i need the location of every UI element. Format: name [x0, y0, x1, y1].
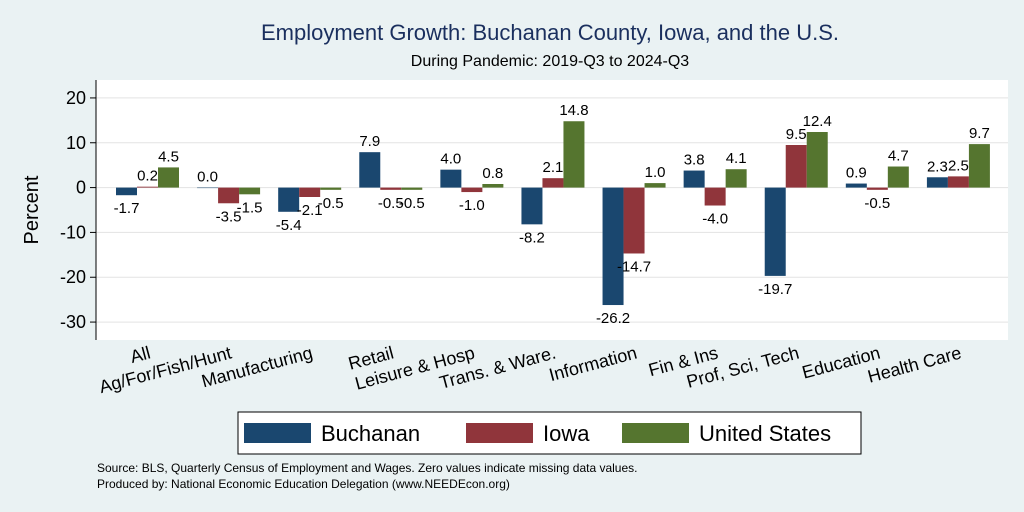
data-label: 12.4 [803, 113, 832, 130]
bar [602, 187, 624, 306]
legend-swatch [244, 423, 311, 443]
bar [683, 170, 705, 188]
bar [542, 178, 564, 188]
y-tick-label: 10 [66, 133, 86, 153]
bar [299, 187, 321, 197]
category-label: Information [547, 343, 639, 386]
y-tick-label: -10 [60, 222, 86, 242]
bar [785, 145, 807, 188]
data-label: -8.2 [519, 229, 545, 246]
data-label: 0.8 [482, 165, 503, 182]
bar [926, 177, 948, 188]
bar [158, 167, 179, 188]
y-tick-label: 20 [66, 88, 86, 108]
bar [116, 187, 137, 196]
data-label: -5.4 [276, 217, 302, 234]
bar [725, 169, 747, 188]
y-tick-label: -20 [60, 267, 86, 287]
data-label: 2.3 [927, 158, 948, 175]
data-label: 9.5 [786, 126, 807, 143]
legend-label: Buchanan [321, 421, 420, 446]
legend-label: Iowa [543, 421, 590, 446]
bar [482, 184, 504, 188]
data-label: -1.0 [459, 197, 485, 214]
bar [947, 176, 969, 188]
footnote-produced-by: Produced by: National Economic Education… [97, 477, 510, 491]
bar [380, 187, 402, 190]
bar [359, 152, 381, 188]
data-label: 4.7 [888, 148, 909, 165]
legend: Buchanan Iowa United States [244, 421, 831, 446]
bar [887, 166, 909, 188]
data-label: -1.5 [237, 199, 263, 216]
legend-box [237, 411, 862, 455]
plot-area [96, 80, 1008, 340]
y-axis-label: Percent [21, 175, 43, 244]
legend-label: United States [699, 421, 831, 446]
category-label: Health Care [865, 343, 963, 387]
data-label: 7.9 [359, 133, 380, 150]
data-label: -14.7 [617, 258, 651, 275]
bar [137, 186, 158, 188]
bar [239, 187, 261, 195]
bar [644, 183, 666, 188]
y-axis-ticks: 20 10 0 -10 -20 -30 [60, 88, 96, 332]
data-label: 4.0 [440, 151, 461, 168]
bar [968, 144, 990, 188]
data-label: -2.1 [297, 202, 323, 219]
data-labels-group: -1.70.24.50.0-3.5-1.5-5.4-2.1-0.57.9-0.5… [114, 102, 990, 327]
data-label: -0.5 [378, 195, 404, 212]
y-tick-label: -30 [60, 312, 86, 332]
bar [845, 183, 867, 188]
data-label: 4.1 [726, 150, 747, 167]
data-label: -19.7 [758, 281, 792, 298]
bar [218, 187, 240, 204]
data-label: -4.0 [702, 211, 728, 228]
data-label: 4.5 [158, 148, 179, 165]
bar [440, 169, 462, 188]
data-label: -0.5 [864, 195, 890, 212]
bars-group [116, 121, 990, 306]
bar [704, 187, 726, 206]
data-label: 14.8 [559, 102, 588, 119]
chart-subtitle: During Pandemic: 2019-Q3 to 2024-Q3 [411, 53, 689, 70]
data-label: 9.7 [969, 125, 990, 142]
y-tick-label: 0 [76, 178, 86, 198]
data-label: -0.5 [399, 195, 425, 212]
data-label: -3.5 [216, 208, 242, 225]
data-label: 0.2 [137, 168, 158, 185]
bar [764, 187, 786, 276]
bar [401, 187, 423, 190]
footnote-source: Source: BLS, Quarterly Census of Employm… [97, 461, 637, 475]
bar [623, 187, 645, 254]
data-label: 1.0 [645, 164, 666, 181]
bar [278, 187, 300, 212]
data-label: 0.9 [846, 165, 867, 182]
bar [197, 187, 219, 189]
chart-title: Employment Growth: Buchanan County, Iowa… [261, 20, 839, 45]
bar [866, 187, 888, 190]
data-label: -1.7 [114, 200, 140, 217]
data-label: 2.5 [948, 157, 969, 174]
data-label: 3.8 [684, 152, 705, 169]
data-label: -0.5 [318, 195, 344, 212]
data-label: -26.2 [596, 310, 630, 327]
bar [461, 187, 483, 193]
bar [320, 187, 342, 190]
bar [563, 121, 585, 188]
data-label: 2.1 [543, 159, 564, 176]
data-label: 0.0 [197, 169, 218, 186]
bar [806, 132, 828, 188]
legend-swatch [622, 423, 689, 443]
bar [521, 187, 543, 225]
legend-swatch [466, 423, 533, 443]
